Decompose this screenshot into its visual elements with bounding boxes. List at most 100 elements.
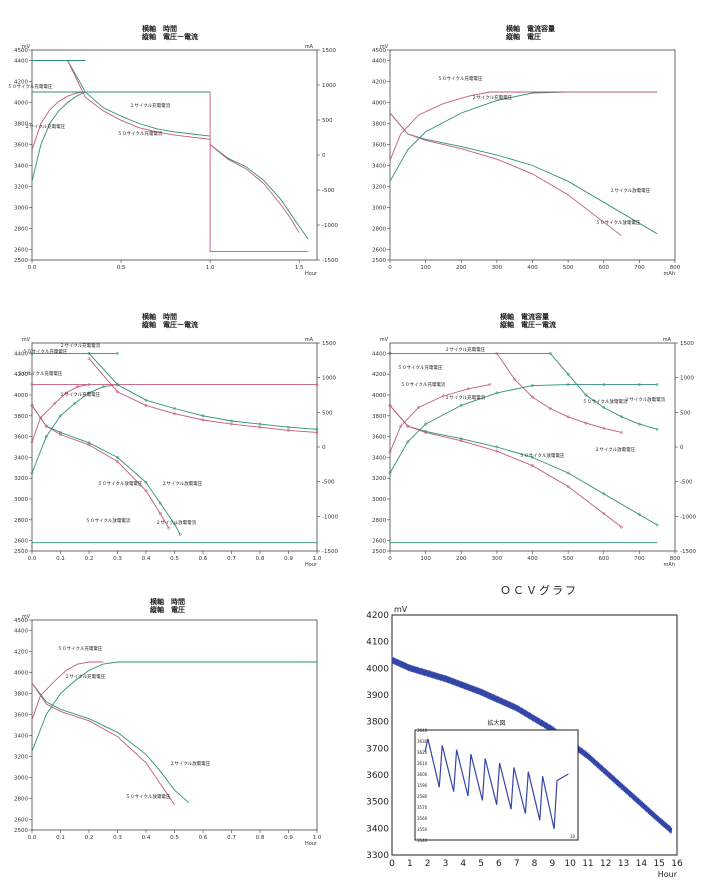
series-marker	[466, 387, 470, 391]
x-tick-label: 700	[634, 556, 645, 562]
inset-y-tick-label: 3580	[417, 794, 428, 799]
y-tick-label: 3800	[372, 122, 386, 128]
y2-tick-label: 1000	[322, 376, 336, 382]
series-marker	[531, 455, 534, 459]
series-marker	[566, 415, 570, 419]
series-marker	[602, 426, 606, 430]
y-tick-label: 4200	[14, 650, 28, 656]
series-marker	[513, 377, 517, 381]
series-line	[389, 405, 622, 528]
series-marker	[44, 424, 48, 428]
series-marker	[258, 425, 262, 429]
series-line	[31, 384, 90, 442]
series-marker	[388, 351, 392, 355]
inset-title: 拡大図	[487, 719, 505, 727]
x-tick-label: 0.5	[170, 556, 179, 562]
inset-y-tick-label: 3630	[417, 739, 428, 744]
x-tick-label: 0.3	[113, 835, 122, 841]
y2-tick-label: 1000	[322, 83, 336, 89]
y-tick-label: 4000	[372, 393, 386, 399]
y2-tick-label: 0	[680, 445, 684, 451]
x-tick-label: 0.7	[227, 835, 236, 841]
series-marker	[116, 351, 119, 355]
legend-label: ２サイクル放電電圧	[610, 187, 651, 194]
chart-svg: 2500260028003000320034003600380040004200…	[372, 44, 681, 277]
series-marker	[173, 407, 176, 410]
y-tick-label: 3600	[14, 713, 28, 719]
y2-tick-label: -1000	[322, 223, 338, 229]
y2-tick-label: -1500	[322, 549, 338, 555]
legend-label: ５０サイクル放電電流	[86, 517, 131, 524]
legend-label: ２サイクル放電電圧	[170, 760, 211, 767]
x-tick-label: 400	[527, 556, 538, 562]
legend-label: ５０サイクル放電電圧	[126, 793, 171, 800]
y-tick-label: 4400	[372, 351, 386, 357]
x-tick-label: 300	[492, 265, 503, 271]
series-marker	[495, 445, 499, 449]
series-marker	[178, 532, 182, 536]
y-tick-label: 4200	[372, 372, 386, 378]
y-tick-label: 3600	[372, 435, 386, 441]
y-tick-label: 3000	[14, 206, 28, 212]
y-tick-label: 3800	[14, 414, 28, 420]
x-unit: Hour	[305, 271, 318, 277]
y-unit: mV	[380, 44, 389, 50]
x-unit: Hour	[658, 870, 678, 879]
chart-title: 横軸 時間 縦軸 電圧ー電流	[142, 25, 198, 41]
series-marker	[584, 393, 588, 397]
x-tick-label: 7	[514, 859, 520, 869]
y-tick-label: 3600	[372, 143, 386, 149]
inset-y-tick-label: 3570	[417, 805, 428, 810]
legend-label: ５０サイクル充電電圧	[8, 83, 53, 90]
series-marker	[488, 383, 492, 387]
series-marker	[602, 383, 606, 387]
y-tick-label: 4000	[14, 393, 28, 399]
series-marker	[459, 437, 463, 441]
series-marker	[388, 403, 392, 407]
y-tick-label: 2600	[14, 818, 28, 824]
series-marker	[459, 403, 463, 407]
ocv-title: ＯＣＶグラフ	[500, 584, 578, 597]
y-tick-label: 3200	[14, 476, 28, 482]
ocv-panel: ＯＣＶグラフ 3300 3400 3500 3600 3700 3800 3900 4000 4…	[360, 580, 700, 885]
x-tick-label: 1.0	[313, 835, 322, 841]
series-marker	[144, 403, 148, 407]
y-tick-label: 2800	[372, 518, 386, 524]
y-unit: mV	[22, 614, 31, 620]
series-line	[209, 144, 309, 240]
x-tick-label: 5	[478, 859, 484, 869]
legend-label: ２サイクル充電電流	[445, 394, 486, 401]
x-tick-label: 0.8	[256, 835, 265, 841]
inset-y-tick-label: 3540	[417, 838, 428, 843]
series-marker	[566, 383, 570, 387]
series-line	[31, 661, 317, 752]
series-marker	[406, 440, 410, 444]
y-tick-label: 3400	[372, 164, 386, 170]
x-tick-label: 0.4	[142, 556, 151, 562]
x-tick-label: 0.0	[28, 265, 37, 271]
series-marker	[315, 383, 319, 387]
y-tick-label: 3400	[372, 455, 386, 461]
inset-y-tick-label: 3590	[417, 783, 428, 788]
x-tick-label: 1.0	[206, 265, 215, 271]
series-marker	[459, 439, 463, 443]
series-line	[88, 353, 318, 430]
series-marker	[602, 492, 606, 496]
series-marker	[30, 383, 34, 387]
y-tick-label: 4100	[366, 638, 389, 648]
y-tick-label: 3500	[366, 798, 389, 808]
series-line	[389, 112, 658, 235]
series-line	[67, 60, 211, 140]
y2-tick-label: 500	[322, 118, 333, 124]
series-marker	[258, 422, 262, 426]
x-tick-label: 0.3	[113, 556, 122, 562]
x-tick-label: 100	[420, 265, 431, 271]
x-unit: mAh	[664, 271, 675, 277]
y-tick-label: 2500	[372, 549, 386, 555]
x-tick-label: 500	[563, 265, 574, 271]
series-marker	[566, 372, 570, 376]
series-marker	[620, 415, 624, 419]
series-marker	[201, 414, 205, 418]
legend-label: ５０サイクル充電電流	[401, 381, 446, 388]
legend-label: ２サイクル充電電圧	[60, 391, 101, 398]
